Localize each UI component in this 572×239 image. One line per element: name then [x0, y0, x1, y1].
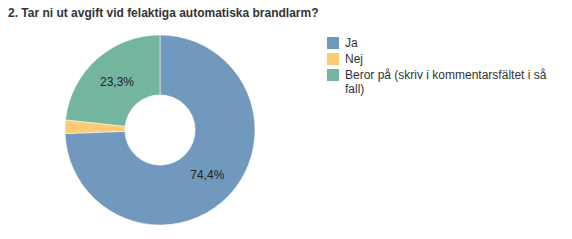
svg-text:23,3%: 23,3%: [100, 75, 134, 89]
html-text:2. Tar ni ut avgift vid felakt: 2. Tar ni ut avgift vid felaktiga automa…: [8, 6, 319, 20]
html-text:Beror på (skriv i kommentarsfä: Beror på (skriv i kommentarsfältet i så …: [345, 68, 547, 96]
svg-text:74,4%: 74,4%: [190, 168, 224, 182]
html-text:Nej: Nej: [345, 52, 363, 66]
html-text:Ja: Ja: [345, 36, 358, 50]
